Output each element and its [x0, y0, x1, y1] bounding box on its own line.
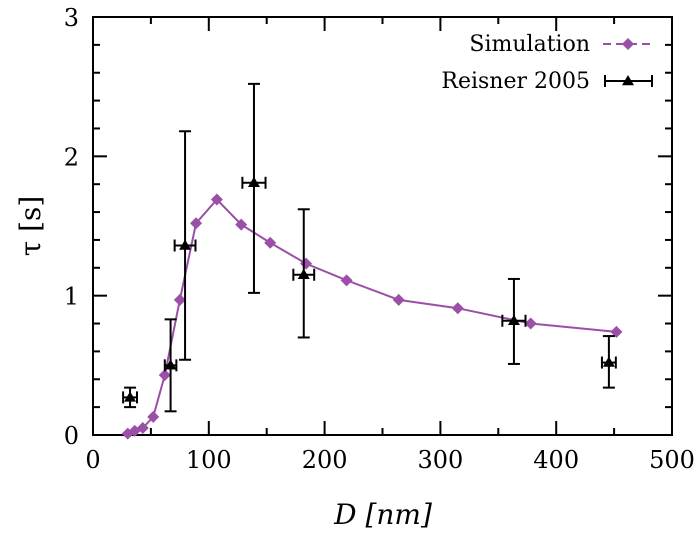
y-tick-label: 0 — [64, 422, 79, 450]
reisner-error-bar — [241, 82, 267, 294]
legend-label-reisner: Reisner 2005 — [441, 69, 590, 94]
simulation-point — [173, 293, 186, 306]
legend-marker-reisner — [622, 75, 634, 86]
simulation-point — [451, 302, 464, 315]
x-tick-label: 200 — [302, 446, 348, 474]
reisner-point — [247, 176, 260, 188]
legend-label-simulation: Simulation — [469, 32, 590, 57]
simulation-point — [136, 422, 149, 435]
x-tick-label: 100 — [186, 446, 232, 474]
reisner-point — [179, 239, 192, 250]
y-axis-label: τ [s] — [14, 196, 47, 257]
simulation-point — [524, 317, 537, 330]
simulation-point — [264, 236, 277, 249]
reisner-point — [297, 268, 310, 279]
simulation-point — [610, 325, 623, 338]
simulation-point — [158, 369, 171, 382]
reisner-point — [124, 391, 137, 402]
simulation-point — [235, 218, 248, 231]
x-tick-label: 500 — [649, 446, 695, 474]
simulation-point — [121, 427, 134, 440]
simulation-point — [210, 193, 223, 206]
simulation-point — [147, 410, 160, 423]
simulation-point — [190, 217, 203, 230]
y-tick-label: 1 — [64, 283, 79, 311]
simulation-point — [392, 293, 405, 306]
simulation-line — [127, 198, 617, 435]
simulation-point — [300, 257, 313, 270]
x-tick-label: 400 — [533, 446, 579, 474]
x-tick-label: 300 — [417, 446, 463, 474]
y-tick-label: 2 — [64, 143, 79, 171]
y-tick-label: 3 — [64, 4, 79, 32]
legend-marker-simulation — [622, 38, 634, 50]
x-axis-label: D [nm] — [333, 498, 432, 531]
reisner-point — [164, 359, 177, 370]
simulation-point — [340, 274, 353, 287]
reisner-point — [602, 356, 615, 367]
reisner-point — [507, 314, 520, 325]
x-tick-label: 0 — [85, 446, 100, 474]
